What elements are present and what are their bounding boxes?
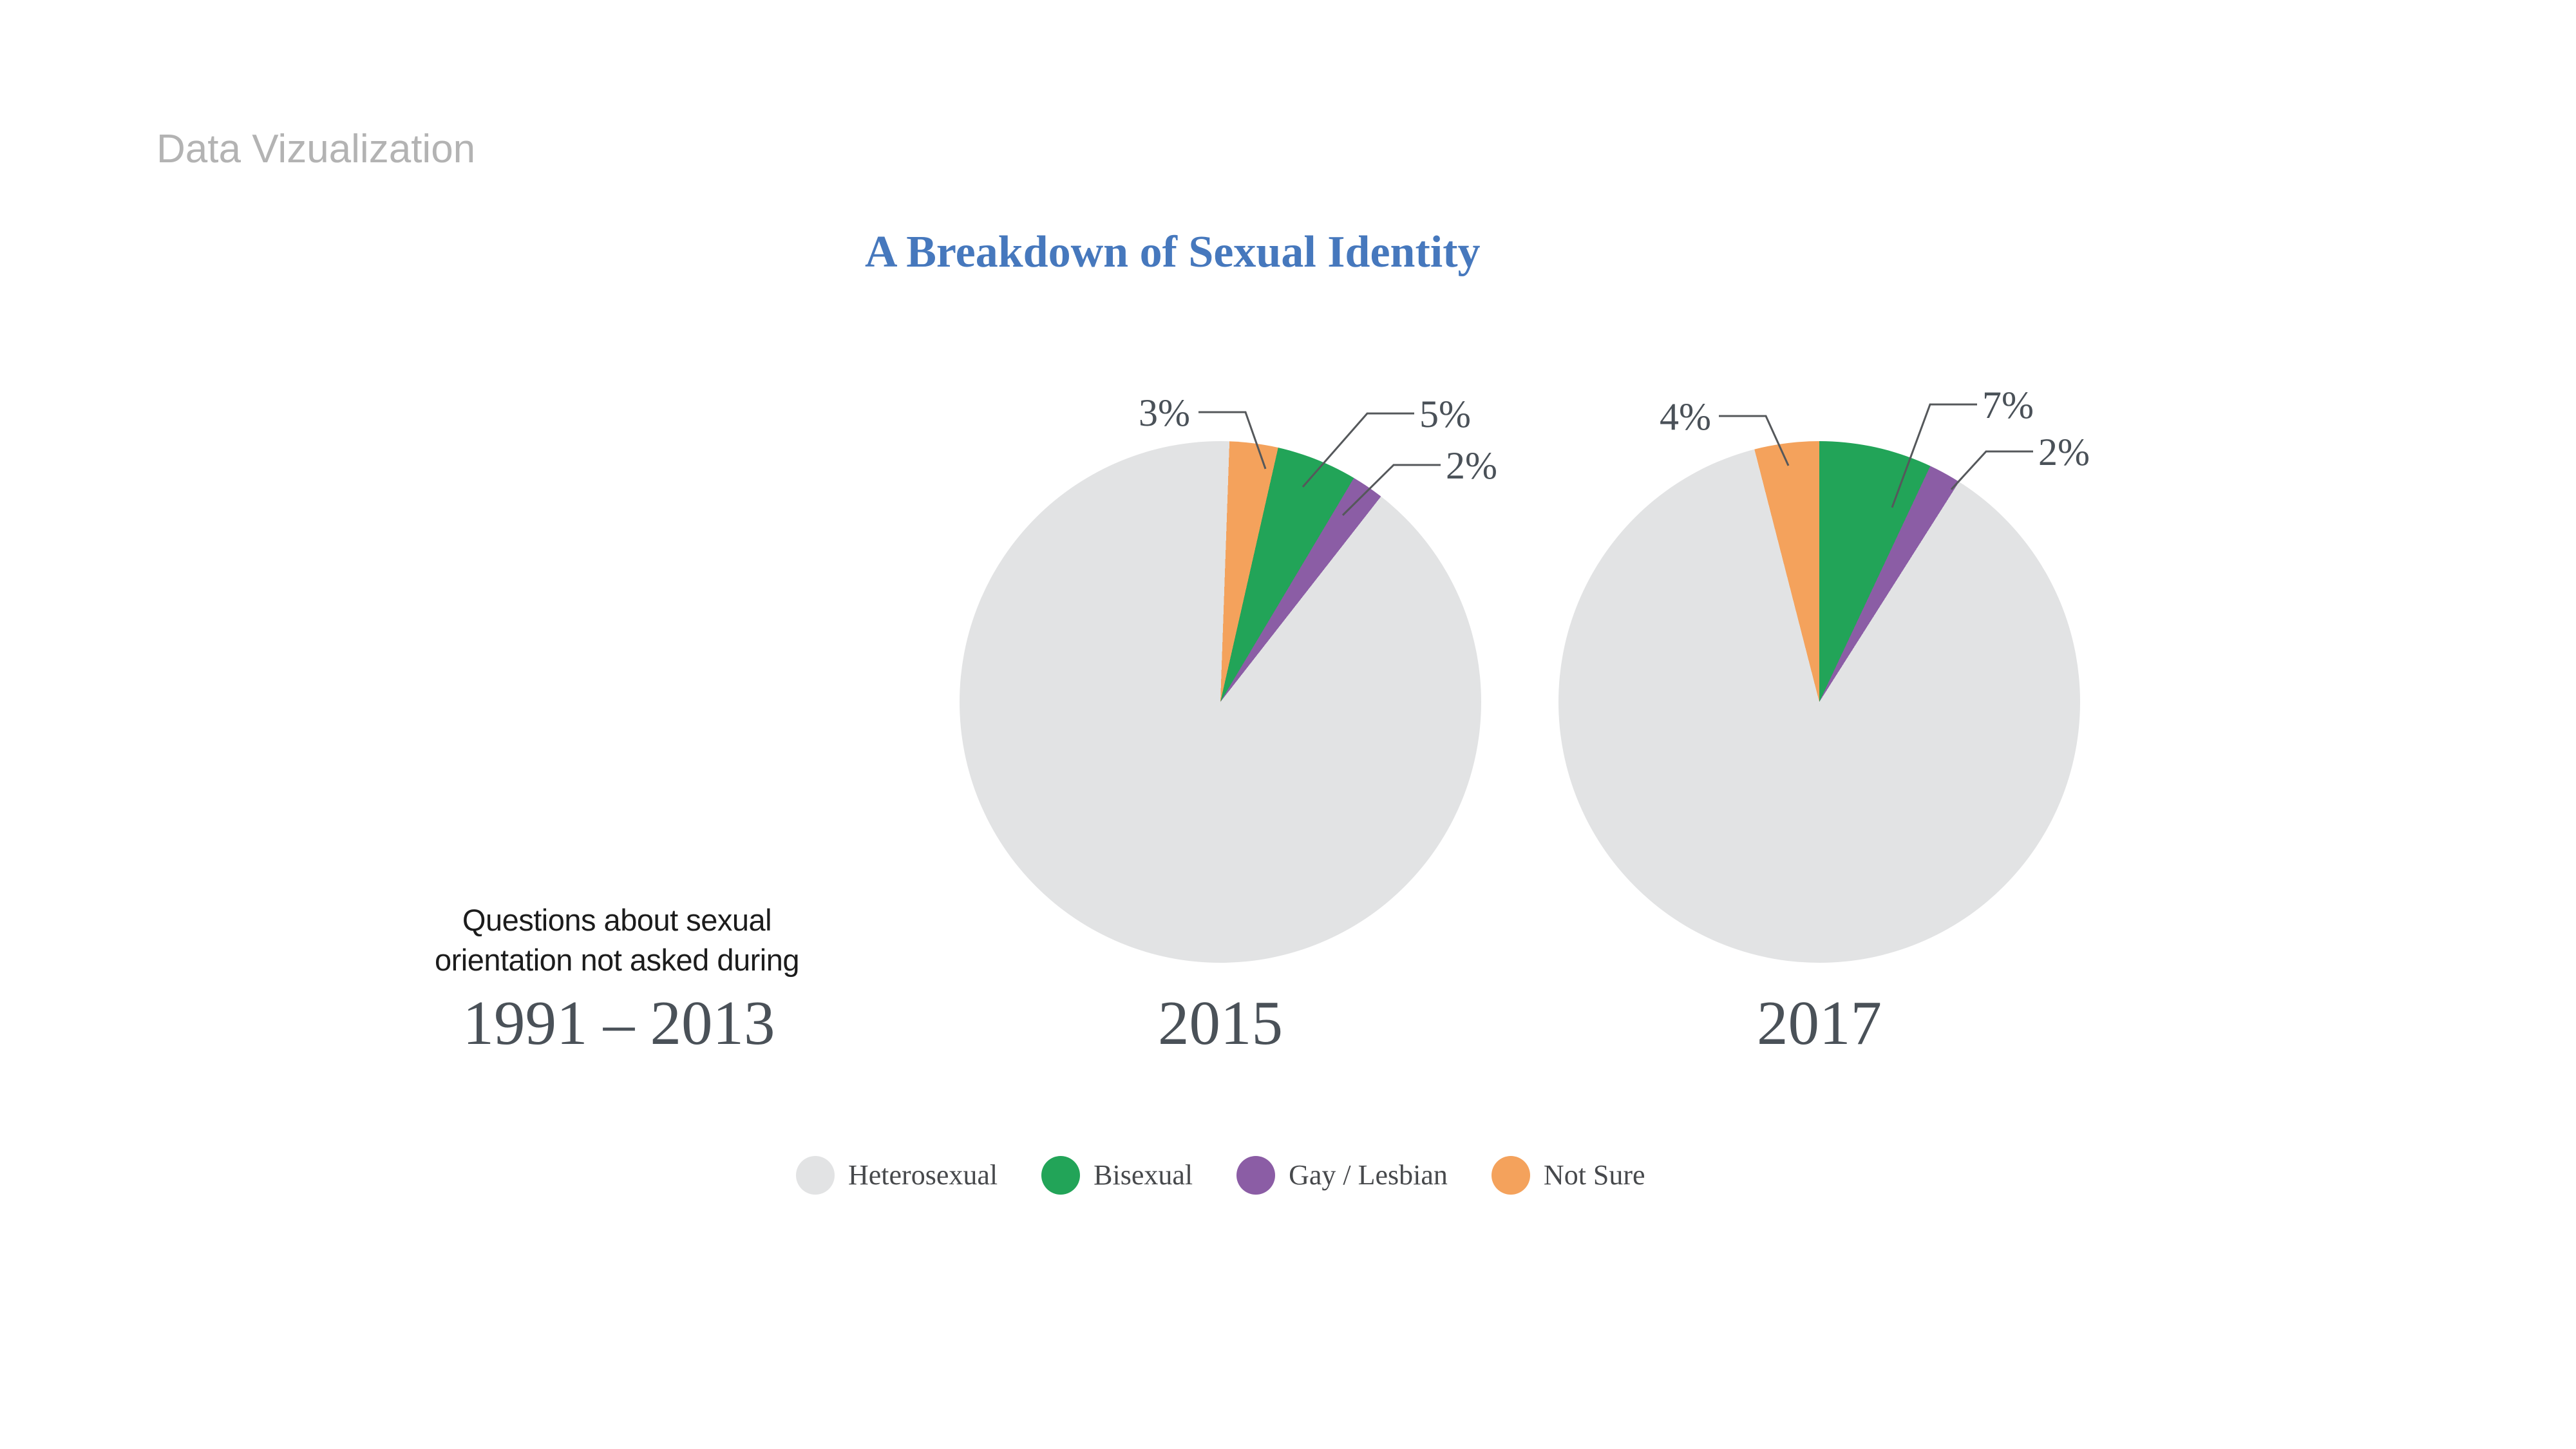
legend-item-gay-lesbian: Gay / Lesbian [1236,1156,1448,1195]
legend-label: Not Sure [1543,1159,1645,1191]
period-label: 1991 – 2013 [462,989,775,1057]
pct-label-2017-bisexual: 7% [1982,384,2034,426]
legend: Heterosexual Bisexual Gay / Lesbian Not … [796,1156,1645,1195]
legend-item-not-sure: Not Sure [1491,1156,1645,1195]
legend-label: Heterosexual [848,1159,998,1191]
page-title: A Breakdown of Sexual Identity [865,227,1481,277]
legend-item-bisexual: Bisexual [1041,1156,1193,1195]
note-line-1: Questions about sexual [462,903,772,937]
note-line-2: orientation not asked during [434,943,800,977]
pct-label-2015-gaylesbian: 2% [1446,444,1497,487]
legend-label: Bisexual [1094,1159,1193,1191]
year-label-2015: 2015 [1158,989,1283,1057]
heterosexual-swatch-icon [796,1156,835,1195]
gay-lesbian-swatch-icon [1236,1156,1276,1195]
pie-chart-2015 [960,441,1481,963]
leader-line-2017-gaylesbian-diag [1950,450,2033,491]
legend-label: Gay / Lesbian [1289,1159,1448,1191]
pct-label-2017-gaylesbian: 2% [2038,431,2090,473]
bisexual-swatch-icon [1041,1156,1081,1195]
legend-item-heterosexual: Heterosexual [796,1156,998,1195]
pct-label-2015-notsure: 3% [1139,392,1190,434]
not-sure-swatch-icon [1491,1156,1530,1195]
pct-label-2015-bisexual: 5% [1419,393,1471,435]
pie-chart-2017 [1558,441,2080,963]
year-label-2017: 2017 [1757,989,1882,1057]
pct-label-2017-notsure: 4% [1660,395,1711,438]
note-text: Questions about sexual orientation not a… [434,900,800,980]
watermark: Data Vizualization [156,127,476,171]
